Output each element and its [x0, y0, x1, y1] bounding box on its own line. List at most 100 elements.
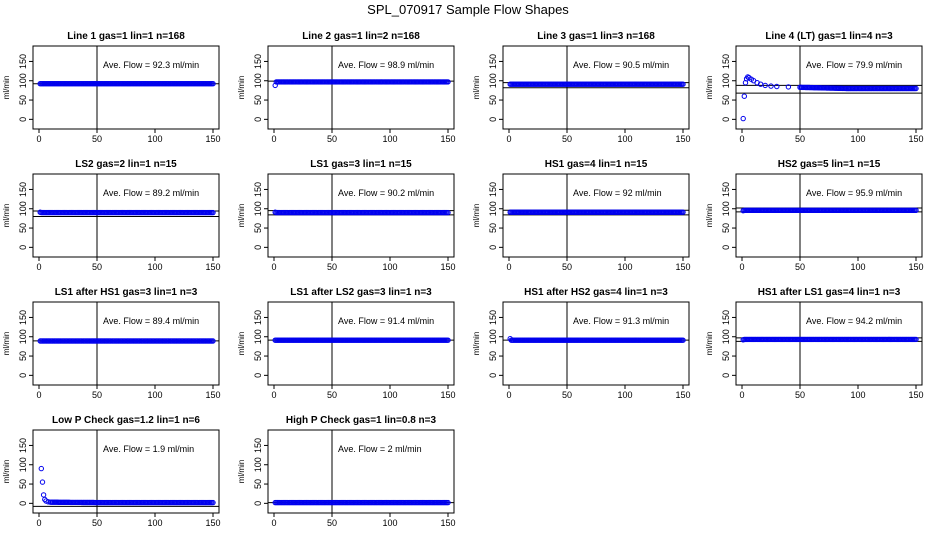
- y-tick-label: 0: [488, 245, 498, 250]
- panel-13: Low P Check gas=1.2 lin=1 n=6 0 50 100 150 0 5…: [2, 415, 221, 528]
- x-tick-label: 150: [205, 390, 220, 400]
- x-tick-label: 150: [675, 262, 690, 272]
- panel-title: Line 3 gas=1 lin=3 n=168: [537, 31, 655, 42]
- x-tick-label: 150: [440, 134, 455, 144]
- data-series: [740, 336, 919, 343]
- average-flow-label: Ave. Flow = 79.9 ml/min: [806, 60, 902, 70]
- y-axis-label: ml/min: [705, 332, 714, 356]
- average-flow-label: Ave. Flow = 94.2 ml/min: [806, 316, 902, 326]
- average-flow-label: Ave. Flow = 91.3 ml/min: [573, 316, 669, 326]
- y-axis-label: ml/min: [2, 76, 11, 100]
- y-axis-label: ml/min: [2, 204, 11, 228]
- x-tick-label: 100: [382, 134, 397, 144]
- x-tick-label: 150: [205, 262, 220, 272]
- y-axis-label: ml/min: [472, 204, 481, 228]
- panel-title: HS2 gas=5 lin=1 n=15: [778, 159, 881, 170]
- panel-8: HS2 gas=5 lin=1 n=15 0 50 100 150 0 50 100 150 ml…: [705, 159, 924, 272]
- plot-frame: [735, 301, 923, 386]
- plot-frame: [267, 173, 455, 258]
- y-tick-label: 100: [721, 201, 731, 216]
- data-point: [913, 336, 919, 343]
- data-point: [445, 337, 451, 343]
- x-tick-label: 50: [327, 390, 337, 400]
- x-tick-label: 100: [382, 518, 397, 528]
- y-tick-label: 50: [253, 95, 263, 105]
- y-tick-label: 0: [253, 501, 263, 506]
- panel-title: HS1 gas=4 lin=1 n=15: [545, 159, 648, 170]
- x-tick-label: 150: [440, 390, 455, 400]
- y-tick-label: 0: [488, 373, 498, 378]
- x-tick-label: 150: [908, 262, 923, 272]
- data-point: [913, 85, 919, 92]
- panel-12: HS1 after LS1 gas=4 lin=1 n=3 0 50 100 150 0 5…: [705, 287, 924, 400]
- x-tick-label: 0: [506, 262, 511, 272]
- y-tick-label: 0: [253, 117, 263, 122]
- x-tick-label: 0: [36, 518, 41, 528]
- main-title: SPL_070917 Sample Flow Shapes: [367, 2, 569, 17]
- panel-title: Low P Check gas=1.2 lin=1 n=6: [52, 415, 200, 426]
- plot-frame: [32, 173, 220, 258]
- data-series: [38, 465, 216, 506]
- data-point: [762, 82, 768, 89]
- y-tick-label: 100: [488, 329, 498, 344]
- average-flow-label: Ave. Flow = 90.5 ml/min: [573, 60, 669, 70]
- y-tick-label: 50: [18, 351, 28, 361]
- y-tick-label: 0: [253, 373, 263, 378]
- x-tick-label: 50: [795, 390, 805, 400]
- y-tick-label: 50: [721, 351, 731, 361]
- x-tick-label: 50: [562, 134, 572, 144]
- panel-title: Line 2 gas=1 lin=2 n=168: [302, 31, 420, 42]
- x-tick-label: 150: [205, 134, 220, 144]
- data-point: [913, 207, 919, 214]
- y-tick-label: 150: [721, 310, 731, 325]
- y-tick-label: 100: [253, 201, 263, 216]
- panel-title: LS1 after HS1 gas=3 lin=1 n=3: [55, 287, 198, 298]
- y-tick-label: 150: [18, 182, 28, 197]
- x-tick-label: 150: [675, 390, 690, 400]
- x-tick-label: 50: [327, 134, 337, 144]
- data-point: [445, 499, 451, 506]
- average-flow-label: Ave. Flow = 2 ml/min: [338, 444, 422, 454]
- y-axis-label: ml/min: [705, 76, 714, 100]
- y-tick-label: 100: [18, 329, 28, 344]
- x-tick-label: 100: [617, 134, 632, 144]
- x-tick-label: 100: [850, 390, 865, 400]
- y-tick-label: 50: [721, 223, 731, 233]
- x-tick-label: 150: [440, 518, 455, 528]
- panel-title: HS1 after LS1 gas=4 lin=1 n=3: [758, 287, 901, 298]
- data-series: [740, 74, 919, 122]
- data-point: [210, 209, 216, 216]
- x-tick-label: 50: [92, 262, 102, 272]
- data-point: [38, 465, 44, 472]
- y-tick-label: 150: [721, 54, 731, 69]
- panel-11: HS1 after HS2 gas=4 lin=1 n=3 0 50 100 150 0 5…: [472, 287, 691, 400]
- panel-7: HS1 gas=4 lin=1 n=15 0 50 100 150 0 50 100 150 ml…: [472, 159, 691, 272]
- x-tick-label: 100: [617, 390, 632, 400]
- data-point: [680, 337, 686, 343]
- y-tick-label: 50: [18, 479, 28, 489]
- x-tick-label: 150: [908, 390, 923, 400]
- y-tick-label: 100: [18, 201, 28, 216]
- y-tick-label: 0: [721, 245, 731, 250]
- plot-frame: [267, 301, 455, 386]
- plot-frame: [32, 429, 220, 514]
- data-point: [445, 209, 451, 216]
- panel-14: High P Check gas=1 lin=0.8 n=3 0 50 100 150 0…: [237, 415, 456, 528]
- y-tick-label: 0: [253, 245, 263, 250]
- plot-frame: [267, 45, 455, 130]
- y-tick-label: 50: [253, 223, 263, 233]
- x-tick-label: 0: [271, 390, 276, 400]
- x-tick-label: 50: [795, 262, 805, 272]
- y-axis-label: ml/min: [237, 460, 246, 484]
- y-tick-label: 150: [488, 182, 498, 197]
- panel-1: Line 1 gas=1 lin=1 n=168 0 50 100 150 0 50 100 1…: [2, 31, 221, 144]
- data-point: [210, 499, 216, 506]
- x-tick-label: 150: [675, 134, 690, 144]
- panel-5: LS2 gas=2 lin=1 n=15 0 50 100 150 0 50 100 150 ml…: [2, 159, 221, 272]
- data-series: [507, 336, 686, 343]
- plot-frame: [735, 173, 923, 258]
- y-tick-label: 150: [253, 438, 263, 453]
- y-tick-label: 100: [18, 73, 28, 88]
- y-tick-label: 100: [253, 457, 263, 472]
